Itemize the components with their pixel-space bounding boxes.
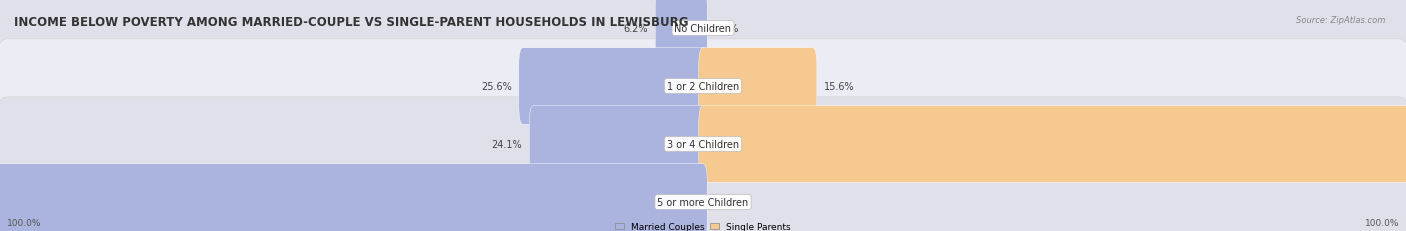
- Text: 3 or 4 Children: 3 or 4 Children: [666, 139, 740, 149]
- Text: 5 or more Children: 5 or more Children: [658, 197, 748, 207]
- Text: No Children: No Children: [675, 24, 731, 34]
- Text: 0.0%: 0.0%: [714, 24, 738, 34]
- FancyBboxPatch shape: [0, 0, 1406, 191]
- FancyBboxPatch shape: [0, 40, 1406, 231]
- FancyBboxPatch shape: [655, 0, 707, 67]
- Text: 25.6%: 25.6%: [481, 82, 512, 92]
- Text: 24.1%: 24.1%: [492, 139, 523, 149]
- FancyBboxPatch shape: [0, 97, 1406, 231]
- Text: INCOME BELOW POVERTY AMONG MARRIED-COUPLE VS SINGLE-PARENT HOUSEHOLDS IN LEWISBU: INCOME BELOW POVERTY AMONG MARRIED-COUPL…: [14, 16, 689, 29]
- Text: 0.0%: 0.0%: [714, 197, 738, 207]
- Text: 1 or 2 Children: 1 or 2 Children: [666, 82, 740, 92]
- Text: 6.2%: 6.2%: [624, 24, 648, 34]
- FancyBboxPatch shape: [699, 49, 817, 125]
- Text: 100.0%: 100.0%: [1364, 218, 1399, 227]
- FancyBboxPatch shape: [699, 106, 1406, 182]
- FancyBboxPatch shape: [530, 106, 707, 182]
- Text: 15.6%: 15.6%: [824, 82, 855, 92]
- FancyBboxPatch shape: [0, 164, 707, 231]
- FancyBboxPatch shape: [519, 49, 707, 125]
- FancyBboxPatch shape: [0, 0, 1406, 134]
- Text: Source: ZipAtlas.com: Source: ZipAtlas.com: [1295, 16, 1385, 25]
- Text: 100.0%: 100.0%: [7, 218, 42, 227]
- Legend: Married Couples, Single Parents: Married Couples, Single Parents: [614, 222, 792, 231]
